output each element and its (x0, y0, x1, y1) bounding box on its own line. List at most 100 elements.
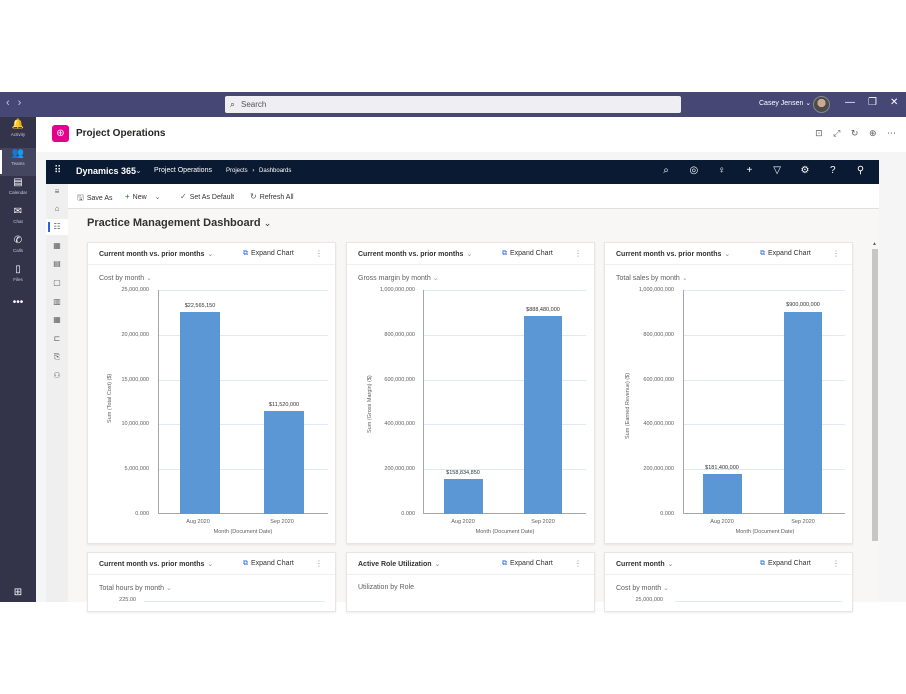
user-icon[interactable]: ⚲ (856, 165, 865, 176)
bar-sep-2020[interactable] (264, 411, 304, 514)
reports-icon[interactable]: ▤ (53, 259, 61, 268)
dynamics-brand[interactable]: Dynamics 365 (76, 166, 137, 176)
calendar-grid-icon[interactable]: ▦ (53, 315, 61, 324)
breadcrumb-projects[interactable]: Projects (226, 168, 248, 174)
refresh-all-button[interactable]: ↻ Refresh All (250, 192, 294, 201)
approvals-icon[interactable]: ⎘ (53, 352, 61, 361)
task-flow-icon[interactable]: ◎ (689, 165, 699, 176)
bar-sep-2020[interactable] (784, 312, 822, 514)
close-icon[interactable]: ✕ (890, 97, 899, 108)
card-header: Current month ⌄ ⧉ Expand Chart ⋮ (605, 553, 852, 575)
bar-sep-2020[interactable] (524, 316, 562, 514)
rail-item-calls[interactable]: ✆ Calls (0, 235, 36, 263)
bar-aug-2020[interactable] (703, 474, 742, 514)
document-icon[interactable]: ▢ (53, 278, 61, 287)
scroll-up-icon[interactable]: ▲ (872, 241, 877, 247)
card-title[interactable]: Current month vs. prior months ⌄ (99, 561, 214, 568)
dashboards-icon[interactable]: ☷ (46, 219, 68, 235)
save-as-button[interactable]: 🖫 Save As (77, 193, 113, 202)
user-menu[interactable]: Casey Jensen ⌄ (759, 100, 812, 107)
bar-aug-2020[interactable] (180, 312, 220, 514)
board-icon[interactable]: ▥ (53, 297, 61, 306)
chart-card-cost: Current month vs. prior months ⌄ ⧉ Expand … (87, 242, 336, 544)
bar-aug-2020[interactable] (444, 479, 483, 514)
more-vertical-icon[interactable]: ⋮ (574, 559, 582, 568)
view-selector[interactable]: Cost by month ⌄ (616, 585, 670, 592)
y-tick: 800,000,000 (643, 332, 674, 338)
app-name[interactable]: Project Operations (154, 167, 212, 174)
more-vertical-icon[interactable]: ⋮ (315, 249, 323, 258)
forward-icon[interactable]: › (17, 97, 30, 109)
card-title[interactable]: Current month ⌄ (616, 561, 674, 568)
people-icon[interactable]: ⚇ (53, 371, 61, 380)
avatar[interactable] (813, 96, 830, 113)
more-vertical-icon[interactable]: ⋮ (574, 249, 582, 258)
rail-item-teams[interactable]: 👥 Teams (0, 148, 36, 176)
chevron-down-icon[interactable]: ⌄ (263, 218, 272, 228)
gridline (144, 601, 325, 602)
chevron-down-icon: ⌄ (146, 275, 153, 282)
y-tick: 10,000,000 (121, 421, 149, 427)
search-input[interactable]: ⌕ Search (225, 96, 681, 113)
expand-chart-button[interactable]: ⧉ Expand Chart (502, 250, 553, 257)
globe-icon[interactable]: ⊕ (868, 128, 877, 138)
home-icon[interactable]: ⌂ (54, 204, 60, 213)
view-selector[interactable]: Total hours by month ⌄ (99, 585, 172, 592)
plot-area: $158,834,850 $888,480,000 (423, 290, 586, 514)
card-title[interactable]: Current month vs. prior months ⌄ (616, 251, 731, 258)
app-launcher-icon[interactable]: ⠿ (54, 165, 62, 176)
scrollbar-thumb[interactable] (872, 249, 878, 541)
resource-icon[interactable]: ⊏ (53, 334, 61, 343)
chart-card-role-utilization: Active Role Utilization ⌄ ⧉ Expand Chart ⋮… (346, 552, 595, 612)
settings-icon[interactable]: ⚙ (800, 165, 810, 176)
help-icon[interactable]: ? (829, 165, 836, 176)
new-button[interactable]: + New ⌄ (125, 192, 161, 201)
more-options-icon[interactable]: ⋯ (887, 128, 896, 138)
y-tick: 1,000,000,000 (379, 287, 415, 293)
set-as-default-button[interactable]: ✓ Set As Default (180, 192, 235, 201)
rail-apps-button[interactable]: ⊞ (0, 587, 36, 615)
expand-icon: ⧉ (243, 250, 248, 257)
rail-more-button[interactable]: ••• (0, 297, 36, 325)
refresh-icon[interactable]: ↻ (850, 128, 859, 138)
card-header: Current month vs. prior months ⌄ ⧉ Expand … (88, 553, 335, 575)
chat-icon: ✉ (13, 206, 23, 217)
maximize-icon[interactable]: ❐ (868, 97, 877, 108)
hamburger-icon[interactable]: ≡ (54, 187, 60, 196)
plus-icon[interactable]: + (746, 165, 753, 176)
search-icon[interactable]: ⌕ (663, 165, 669, 176)
popout-icon[interactable]: ⤢ (833, 128, 841, 138)
expand-chart-button[interactable]: ⧉ Expand Chart (502, 560, 553, 567)
card-title[interactable]: Current month vs. prior months ⌄ (358, 251, 473, 258)
expand-chart-button[interactable]: ⧉ Expand Chart (243, 560, 294, 567)
conversation-icon[interactable]: ⊡ (815, 128, 823, 138)
card-title[interactable]: Active Role Utilization ⌄ (358, 561, 441, 568)
more-vertical-icon[interactable]: ⋮ (832, 559, 840, 568)
breadcrumb-dashboards[interactable]: Dashboards (259, 168, 292, 174)
back-icon[interactable]: ‹ (6, 97, 18, 109)
more-vertical-icon[interactable]: ⋮ (315, 559, 323, 568)
rail-item-activity[interactable]: 🔔 Activity (0, 119, 36, 147)
lightbulb-icon[interactable]: ♀ (717, 165, 726, 176)
card-title[interactable]: Current month vs. prior months ⌄ (99, 251, 214, 258)
expand-chart-button[interactable]: ⧉ Expand Chart (760, 250, 811, 257)
view-selector[interactable]: Gross margin by month ⌄ (358, 275, 439, 282)
rail-item-calendar[interactable]: ▤ Calendar (0, 177, 36, 205)
data-label: $11,520,000 (268, 402, 300, 408)
dashboard-title[interactable]: Practice Management Dashboard ⌄ (87, 217, 272, 229)
minimize-icon[interactable]: — (845, 97, 855, 108)
view-selector[interactable]: Cost by month ⌄ (99, 275, 153, 282)
expand-icon: ⧉ (502, 250, 507, 257)
expand-chart-button[interactable]: ⧉ Expand Chart (760, 560, 811, 567)
chevron-down-icon[interactable]: ⌄ (154, 194, 161, 201)
view-selector[interactable]: Total sales by month ⌄ (616, 275, 688, 282)
more-vertical-icon[interactable]: ⋮ (832, 249, 840, 258)
filter-icon[interactable]: ▽ (773, 165, 781, 176)
y-tick: 0.000 (135, 511, 149, 517)
projects-icon[interactable]: ▦ (53, 241, 61, 250)
chevron-down-icon[interactable]: ⌄ (135, 166, 142, 175)
expand-chart-button[interactable]: ⧉ Expand Chart (243, 250, 294, 257)
rail-item-chat[interactable]: ✉ Chat (0, 206, 36, 234)
vertical-scrollbar[interactable]: ▲ (871, 241, 879, 541)
rail-item-files[interactable]: ▯ Files (0, 264, 36, 292)
